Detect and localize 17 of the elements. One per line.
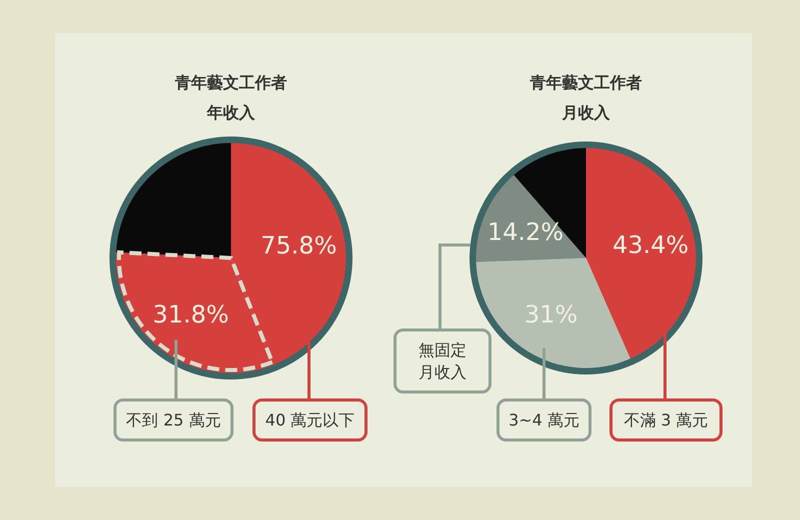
chart-title: 青年藝文工作者	[529, 73, 642, 92]
pie-slice	[116, 143, 231, 258]
slice-label: 不到 25 萬元	[126, 410, 221, 430]
data-label: 31.8%	[152, 300, 229, 328]
pie-slice	[476, 175, 586, 262]
pie-slice	[476, 258, 630, 368]
slice-label: 3~4 萬元	[508, 410, 580, 430]
slice-label: 不滿 3 萬元	[624, 410, 708, 430]
data-label: 31%	[524, 300, 578, 328]
slice-label: 40 萬元以下	[265, 410, 355, 430]
text: 75.8%	[260, 231, 337, 260]
chart-title: 青年藝文工作者	[174, 73, 287, 92]
data-label: 43.4%	[612, 230, 689, 259]
chart-subtitle: 月收入	[561, 103, 611, 122]
chart-subtitle: 年收入	[206, 103, 256, 122]
slice-label: 無固定月收入	[418, 340, 466, 382]
data-label: 14.2%	[487, 218, 564, 246]
